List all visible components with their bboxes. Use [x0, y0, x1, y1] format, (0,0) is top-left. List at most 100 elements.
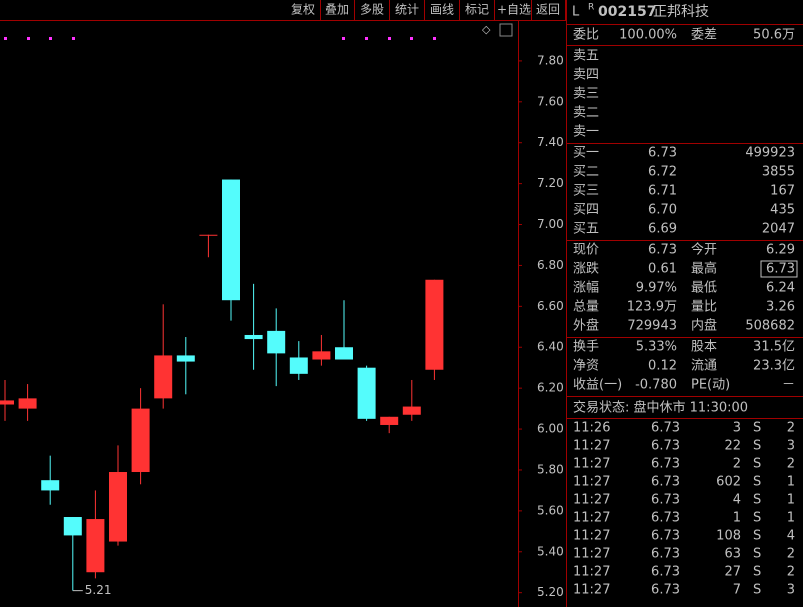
trade-time: 11:26 — [573, 421, 610, 436]
candle-body — [335, 347, 353, 360]
trade-volume: 108 — [716, 529, 741, 544]
trade-time: 11:27 — [573, 529, 610, 544]
bid-label: 买二 — [573, 165, 599, 180]
trade-side: S — [753, 457, 761, 472]
trade-price: 6.73 — [651, 565, 680, 580]
label: 最低 — [691, 281, 717, 296]
candle-body — [267, 330, 286, 354]
label: PE(动) — [691, 378, 730, 393]
trade-price: 6.73 — [651, 511, 680, 526]
value: 6.29 — [766, 243, 795, 258]
label: 股本 — [691, 340, 717, 355]
trade-price: 6.73 — [651, 583, 680, 598]
toolbar-button[interactable]: 多股 — [360, 3, 384, 17]
bid-volume: 499923 — [745, 146, 795, 161]
trade-price: 6.73 — [651, 421, 680, 436]
bid-volume: 2047 — [762, 222, 795, 237]
trade-side: S — [753, 565, 761, 580]
trade-count: 3 — [787, 583, 795, 598]
candle-body — [109, 472, 127, 542]
market-flag: R — [588, 3, 594, 13]
value: 508682 — [745, 319, 795, 334]
trade-count: 2 — [787, 547, 795, 562]
y-tick-label: 5.60 — [537, 503, 564, 517]
trade-price: 6.73 — [651, 457, 680, 472]
trade-time: 11:27 — [573, 457, 610, 472]
ask-label: 卖三 — [573, 87, 599, 102]
label: 涨跌 — [573, 261, 599, 277]
y-tick-label: 7.80 — [537, 53, 564, 67]
trade-count: 1 — [787, 511, 795, 526]
toolbar-button[interactable]: 统计 — [395, 3, 419, 17]
icon[interactable] — [499, 23, 513, 37]
label: 涨幅 — [573, 281, 599, 296]
toolbar-button[interactable]: 画线 — [430, 3, 454, 17]
toolbar-button[interactable]: 复权 — [291, 3, 315, 17]
candle-body — [86, 519, 105, 573]
trade-side: S — [753, 439, 761, 454]
label: 量比 — [691, 300, 717, 315]
bid-label: 买五 — [573, 222, 599, 237]
toolbar-button[interactable]: 返回 — [536, 3, 560, 17]
label: 外盘 — [573, 318, 599, 334]
value: 6.73 — [766, 262, 795, 277]
bid-price: 6.69 — [648, 222, 677, 237]
value: 23.3亿 — [753, 359, 795, 374]
y-tick-label: 6.60 — [537, 299, 564, 313]
trade-count: 4 — [787, 529, 795, 544]
bid-label: 买四 — [573, 203, 599, 218]
trade-time: 11:27 — [573, 511, 610, 526]
bid-label: 买三 — [573, 184, 599, 199]
market-flag: L — [572, 5, 580, 20]
value: 3.26 — [766, 300, 795, 315]
candle-body — [312, 351, 331, 360]
trade-price: 6.73 — [651, 439, 680, 454]
trade-volume: 22 — [724, 439, 741, 454]
icon[interactable]: ◇ — [482, 23, 491, 36]
label: 净资 — [573, 359, 599, 374]
trade-side: S — [753, 511, 761, 526]
y-tick-label: 6.00 — [537, 422, 564, 436]
candle-body — [63, 517, 82, 536]
toolbar-button[interactable]: +自选 — [497, 3, 531, 17]
trade-side: S — [753, 493, 761, 508]
trade-side: S — [753, 547, 761, 562]
candle-body — [380, 416, 399, 425]
value: 9.97% — [636, 281, 677, 296]
annotation-label: 5.21 — [85, 583, 112, 597]
trade-count: 2 — [787, 421, 795, 436]
bid-price: 6.73 — [648, 146, 677, 161]
highlight-box — [760, 260, 798, 278]
toolbar-button[interactable]: 标记 — [465, 3, 489, 17]
stock-name: 正邦科技 — [653, 4, 709, 20]
bid-volume: 167 — [770, 184, 795, 199]
trade-time: 11:27 — [573, 565, 610, 580]
y-tick-label: 5.20 — [537, 585, 564, 599]
value: 31.5亿 — [753, 340, 795, 355]
trade-time: 11:27 — [573, 547, 610, 562]
bid-price: 6.72 — [648, 165, 677, 180]
y-tick-label: 7.00 — [537, 217, 564, 231]
label: 内盘 — [691, 318, 717, 334]
candle-body — [402, 406, 421, 415]
value: -0.780 — [635, 378, 677, 393]
label: 换手 — [573, 340, 599, 355]
candle-body — [18, 398, 37, 409]
y-tick-label: 5.40 — [537, 544, 564, 558]
label: 委差 — [691, 28, 717, 43]
candle-body — [199, 234, 218, 236]
value: 6.24 — [766, 281, 795, 296]
bid-volume: 435 — [770, 203, 795, 218]
toolbar-button[interactable]: 叠加 — [325, 3, 349, 17]
y-tick-label: 7.40 — [537, 135, 564, 149]
value: 6.73 — [648, 243, 677, 258]
value: 123.9万 — [627, 300, 677, 315]
bid-price: 6.71 — [648, 184, 677, 199]
trade-time: 11:27 — [573, 493, 610, 508]
trade-count: 1 — [787, 475, 795, 490]
candle-body — [289, 357, 308, 374]
value: 100.00% — [619, 28, 677, 43]
trade-volume: 1 — [733, 511, 741, 526]
